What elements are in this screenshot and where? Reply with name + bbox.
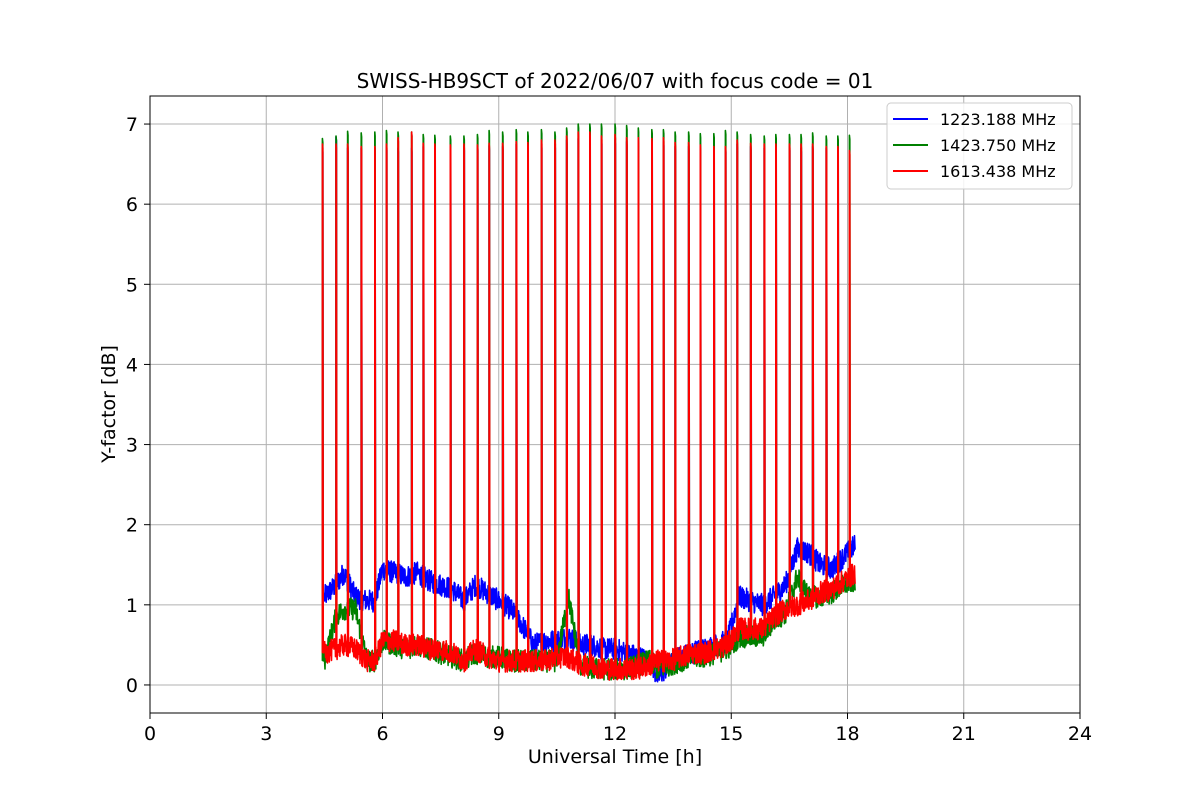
x-tick-label: 6 [376,723,388,745]
plot-area [321,123,856,683]
legend-label-1223: 1223.188 MHz [940,110,1056,129]
y-tick-label: 1 [126,595,138,617]
x-tick-label: 12 [603,723,627,745]
y-tick-label: 2 [126,515,138,537]
legend-box [886,102,1073,190]
y-tick-label: 3 [126,435,138,457]
legend-label-1613: 1613.438 MHz [940,162,1056,181]
x-tick-label: 24 [1068,723,1092,745]
y-axis-label: Y-factor [dB] [98,345,120,464]
y-tick-label: 4 [126,354,138,376]
x-tick-label: 0 [144,723,156,745]
y-tick-label: 6 [126,194,138,216]
y-axis: 0 1 2 3 4 5 6 7 [126,114,150,697]
y-tick-label: 7 [126,114,138,136]
x-axis: 0 3 6 9 12 15 18 21 24 [144,713,1092,745]
legend-label-1423: 1423.750 MHz [940,136,1056,155]
legend: 1223.188 MHz 1423.750 MHz 1613.438 MHz [886,102,1073,190]
x-tick-label: 3 [260,723,272,745]
x-tick-label: 15 [719,723,743,745]
x-tick-label: 9 [493,723,505,745]
x-tick-label: 21 [952,723,976,745]
y-tick-label: 0 [126,675,138,697]
x-tick-label: 18 [835,723,859,745]
chart-title: SWISS-HB9SCT of 2022/06/07 with focus co… [357,69,874,93]
y-tick-label: 5 [126,274,138,296]
x-axis-label: Universal Time [h] [528,746,702,768]
series-line [321,131,856,681]
